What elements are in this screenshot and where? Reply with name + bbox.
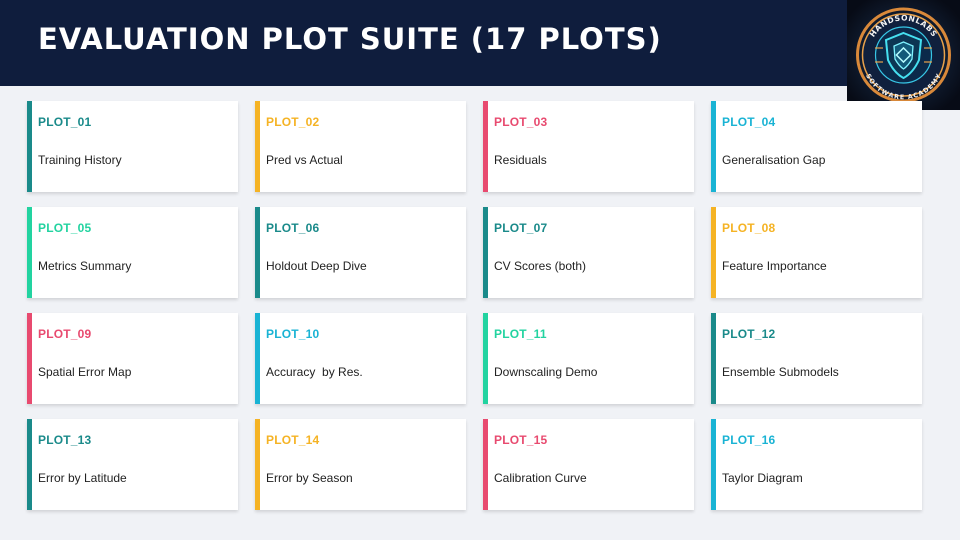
plot-code: PLOT_01 xyxy=(38,115,92,129)
plot-code: PLOT_03 xyxy=(494,115,548,129)
plot-card[interactable]: PLOT_08 Feature Importance xyxy=(711,207,922,298)
plot-label: Ensemble Submodels xyxy=(722,365,839,379)
plot-card[interactable]: PLOT_04 Generalisation Gap xyxy=(711,101,922,192)
plot-card[interactable]: PLOT_06 Holdout Deep Dive xyxy=(255,207,466,298)
plot-label: Downscaling Demo xyxy=(494,365,598,379)
plot-card[interactable]: PLOT_07 CV Scores (both) xyxy=(483,207,694,298)
plot-label: Error by Season xyxy=(266,471,353,485)
header-bar: EVALUATION PLOT SUITE (17 PLOTS) xyxy=(0,0,960,86)
plot-code: PLOT_08 xyxy=(722,221,776,235)
plot-code: PLOT_05 xyxy=(38,221,92,235)
plot-label: Metrics Summary xyxy=(38,259,132,273)
plot-label: Error by Latitude xyxy=(38,471,127,485)
plot-card[interactable]: PLOT_15 Calibration Curve xyxy=(483,419,694,510)
plot-card[interactable]: PLOT_14 Error by Season xyxy=(255,419,466,510)
plot-label: Residuals xyxy=(494,153,547,167)
plot-code: PLOT_15 xyxy=(494,433,548,447)
plot-label: Accuracy by Res. xyxy=(266,365,363,379)
plot-label: CV Scores (both) xyxy=(494,259,587,273)
plot-code: PLOT_10 xyxy=(266,327,320,341)
plot-card[interactable]: PLOT_09 Spatial Error Map xyxy=(27,313,238,404)
plot-code: PLOT_12 xyxy=(722,327,776,341)
plot-code: PLOT_16 xyxy=(722,433,776,447)
plot-code: PLOT_09 xyxy=(38,327,92,341)
plot-code: PLOT_07 xyxy=(494,221,548,235)
plot-card[interactable]: PLOT_02 Pred vs Actual xyxy=(255,101,466,192)
plot-code: PLOT_13 xyxy=(38,433,92,447)
plot-card[interactable]: PLOT_16 Taylor Diagram xyxy=(711,419,922,510)
plot-code: PLOT_06 xyxy=(266,221,320,235)
plot-code: PLOT_11 xyxy=(494,327,547,341)
plot-label: Training History xyxy=(38,153,122,167)
plot-card[interactable]: PLOT_01 Training History xyxy=(27,101,238,192)
plot-label: Feature Importance xyxy=(722,259,827,273)
plot-code: PLOT_02 xyxy=(266,115,320,129)
plot-label: Taylor Diagram xyxy=(722,471,803,485)
plot-card[interactable]: PLOT_05 Metrics Summary xyxy=(27,207,238,298)
plot-card[interactable]: PLOT_10 Accuracy by Res. xyxy=(255,313,466,404)
plot-label: Spatial Error Map xyxy=(38,365,132,379)
page-title: EVALUATION PLOT SUITE (17 PLOTS) xyxy=(38,22,662,56)
plot-label: Holdout Deep Dive xyxy=(266,259,367,273)
plot-label: Calibration Curve xyxy=(494,471,587,485)
plot-card[interactable]: PLOT_12 Ensemble Submodels xyxy=(711,313,922,404)
academy-logo: HANDSONLABS SOFTWARE ACADEMY xyxy=(847,0,960,110)
plot-card[interactable]: PLOT_03 Residuals xyxy=(483,101,694,192)
plot-card[interactable]: PLOT_13 Error by Latitude xyxy=(27,419,238,510)
plot-label: Pred vs Actual xyxy=(266,153,343,167)
plot-card-grid: PLOT_01 Training History PLOT_02 Pred vs Ac… xyxy=(27,101,922,510)
plot-card[interactable]: PLOT_11 Downscaling Demo xyxy=(483,313,694,404)
plot-label: Generalisation Gap xyxy=(722,153,826,167)
plot-code: PLOT_04 xyxy=(722,115,776,129)
plot-code: PLOT_14 xyxy=(266,433,320,447)
